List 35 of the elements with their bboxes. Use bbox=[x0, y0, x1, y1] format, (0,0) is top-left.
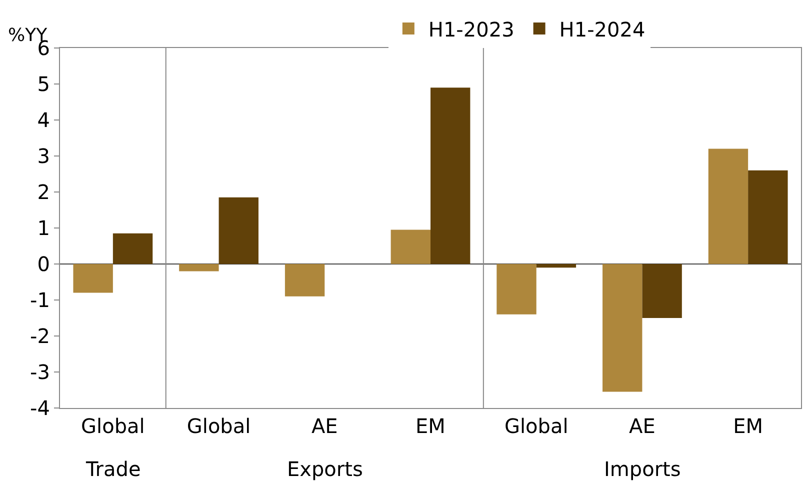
text: Imports bbox=[604, 457, 681, 481]
x-tick-label: Global bbox=[186, 414, 251, 438]
x-tick-label: EM bbox=[416, 414, 446, 438]
x-tick-label: EM bbox=[733, 414, 764, 438]
bar bbox=[430, 88, 470, 264]
bar bbox=[602, 264, 642, 392]
legend-label: H1-2024 bbox=[559, 17, 646, 42]
y-tick-label: 1 bbox=[37, 216, 50, 240]
bar bbox=[73, 264, 113, 293]
bar bbox=[284, 264, 325, 296]
bar bbox=[179, 264, 219, 272]
bar bbox=[112, 233, 153, 264]
bar bbox=[218, 197, 258, 264]
y-tick-label: 0 bbox=[37, 252, 50, 276]
y-tick-label: -3 bbox=[30, 360, 50, 384]
legend-label: H1-2023 bbox=[428, 17, 514, 42]
bar bbox=[748, 170, 788, 264]
bar bbox=[642, 264, 682, 318]
y-tick-label: -2 bbox=[30, 324, 50, 348]
bar bbox=[708, 148, 748, 264]
x-tick-label: Global bbox=[81, 414, 145, 438]
y-tick-label: 4 bbox=[37, 108, 50, 132]
bar bbox=[390, 230, 430, 264]
x-tick-label: AE bbox=[311, 414, 338, 438]
text: Trade bbox=[85, 457, 141, 481]
text: Exports bbox=[287, 457, 363, 481]
y-tick-label: 3 bbox=[37, 144, 50, 168]
bar bbox=[536, 264, 576, 268]
bar bbox=[496, 264, 536, 314]
y-tick-label: 5 bbox=[37, 72, 50, 96]
y-tick-label: -4 bbox=[30, 396, 50, 420]
x-tick-label: AE bbox=[629, 414, 656, 438]
x-tick-label: Global bbox=[504, 414, 568, 438]
y-tick-label: -1 bbox=[30, 288, 50, 312]
y-tick-label: 2 bbox=[37, 180, 50, 204]
